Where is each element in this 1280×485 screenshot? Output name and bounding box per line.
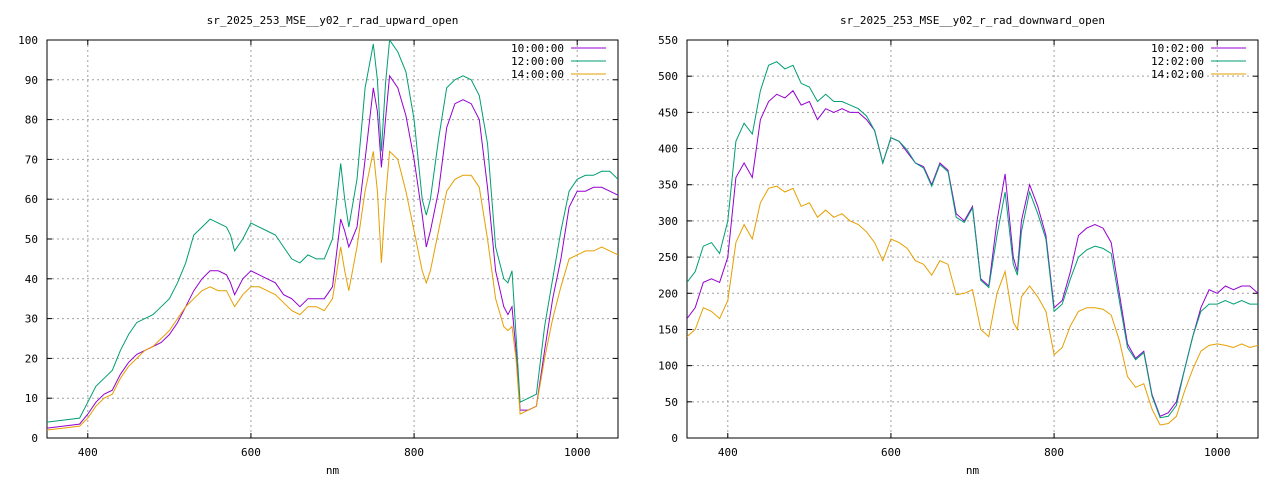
chart-panel-downward: sr_2025_253_MSE__y02_r_rad_downward_open… [640, 0, 1280, 480]
chart-upward-svg: sr_2025_253_MSE__y02_r_rad_upward_open 0 1… [18, 14, 619, 477]
chart-1-title: sr_2025_253_MSE__y02_r_rad_downward_open [840, 14, 1105, 27]
chart-1-xtick-label: 1000 [1204, 446, 1231, 459]
chart-0-ytick-label: 20 [25, 352, 38, 365]
chart-panel-upward: sr_2025_253_MSE__y02_r_rad_upward_open 0 1… [0, 0, 640, 480]
chart-0-ytick-label: 50 [25, 233, 38, 246]
chart-1-series-line-2 [687, 185, 1258, 426]
chart-1-ytick-label: 100 [658, 360, 678, 373]
chart-0-ytick-label: 80 [25, 114, 38, 127]
chart-0-ytick-label: 10 [25, 392, 38, 405]
chart-1-plot-frame [686, 39, 1259, 439]
chart-0-xtick-label: 400 [78, 446, 98, 459]
chart-0-xtick-label: 600 [241, 446, 261, 459]
chart-0-ytick-label: 40 [25, 273, 38, 286]
chart-1-series-line-1 [687, 61, 1258, 419]
chart-1-series-group [687, 61, 1258, 426]
chart-0-ytick-label: 0 [31, 432, 38, 445]
chart-1-xtick-label: 800 [1044, 446, 1064, 459]
chart-0-xtick-label: 1000 [564, 446, 591, 459]
chart-0-ytick-label: 90 [25, 74, 38, 87]
chart-0-ytick-label: 100 [18, 34, 38, 47]
chart-1-ytick-label: 200 [658, 287, 678, 300]
chart-0-series-group [47, 40, 618, 431]
chart-0-legend-label-2: 14:00:00 [511, 68, 564, 81]
chart-1-ytick-label: 0 [671, 432, 678, 445]
chart-1-xlabel: nm [966, 464, 980, 477]
chart-0-series-line-2 [47, 150, 618, 431]
chart-1-legend-label-0: 10:02:00 [1151, 42, 1204, 55]
chart-0-title: sr_2025_253_MSE__y02_r_rad_upward_open [207, 14, 459, 27]
chart-1-legend-label-1: 12:02:00 [1151, 55, 1204, 68]
chart-1-series-line-0 [687, 89, 1258, 417]
chart-1-xtick-label: 400 [718, 446, 738, 459]
chart-1-ytick-label: 550 [658, 34, 678, 47]
chart-1-ytick-label: 450 [658, 106, 678, 119]
chart-1-ytick-label: 250 [658, 251, 678, 264]
chart-0-legend-label-1: 12:00:00 [511, 55, 564, 68]
chart-1-legend-label-2: 14:02:00 [1151, 68, 1204, 81]
chart-0-legend-label-0: 10:00:00 [511, 42, 564, 55]
chart-1-ytick-label: 350 [658, 179, 678, 192]
chart-0-series-line-0 [47, 74, 618, 429]
chart-1-grid [687, 40, 1258, 438]
chart-1-ytick-label: 150 [658, 323, 678, 336]
chart-1-ytick-label: 400 [658, 143, 678, 156]
chart-0-ytick-label: 70 [25, 153, 38, 166]
chart-0-series-line-1 [47, 40, 618, 423]
chart-0-ytick-label: 60 [25, 193, 38, 206]
chart-0-xtick-label: 800 [404, 446, 424, 459]
chart-1-ytick-label: 300 [658, 215, 678, 228]
chart-1-xtick-label: 600 [881, 446, 901, 459]
chart-1-ytick-label: 50 [665, 396, 678, 409]
chart-1-ytick-label: 500 [658, 70, 678, 83]
chart-0-ytick-label: 30 [25, 313, 38, 326]
chart-downward-svg: sr_2025_253_MSE__y02_r_rad_downward_open… [658, 14, 1259, 477]
chart-0-xlabel: nm [326, 464, 340, 477]
